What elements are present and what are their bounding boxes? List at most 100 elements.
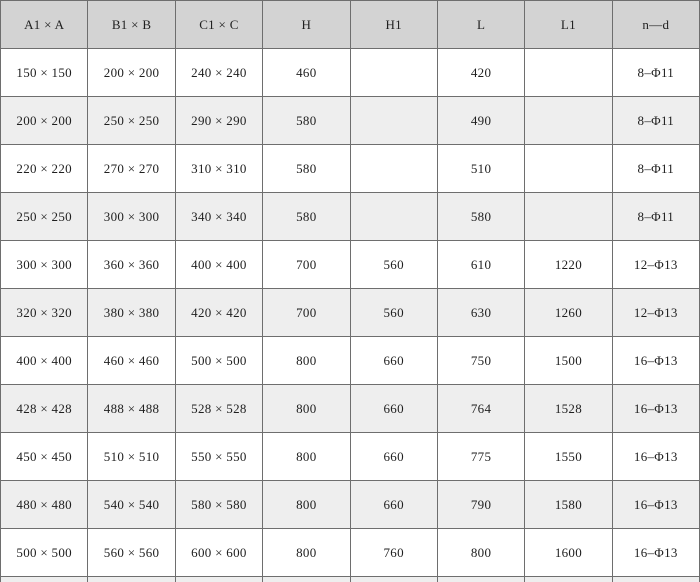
table-cell: 528 × 528 (174, 384, 264, 433)
table-row: 400 × 400 460 × 460 500 × 500 800 660 750 1500… (0, 336, 700, 385)
table-cell: 580 × 580 (174, 480, 264, 529)
table-cell: 400 × 400 (0, 336, 89, 385)
table-cell: 660 (349, 384, 438, 433)
table-cell: 220 × 220 (0, 144, 89, 193)
table-cell: 460 (262, 48, 351, 97)
table-cell: 1500 (524, 336, 613, 385)
table-cell: 490 (436, 96, 526, 145)
table-cell (349, 96, 438, 145)
table-cell: 380 × 380 (87, 288, 176, 337)
table-row: 200 × 200 250 × 250 290 × 290 580 490 8–Φ11 (0, 96, 700, 145)
table-cell: 800 (262, 528, 351, 577)
table-cell: 16–Φ13 (611, 336, 700, 385)
table-cell: 250 × 250 (87, 96, 176, 145)
table-cell: 1220 (524, 240, 613, 289)
column-header: L1 (524, 0, 613, 49)
column-header: L (436, 0, 526, 49)
table-cell: 764 (436, 384, 526, 433)
table-cell: 8–Φ11 (611, 192, 700, 241)
table-cell: 8–Φ11 (611, 96, 700, 145)
table-cell: 428 × 428 (0, 384, 89, 433)
table-cell (524, 192, 613, 241)
table-cell (349, 144, 438, 193)
table-cell: 1528 (524, 384, 613, 433)
table-cell: 610 (436, 240, 526, 289)
table-cell: 300 × 300 (87, 192, 176, 241)
table-cell: 600 × 600 (174, 528, 264, 577)
table-cell: 16–Φ13 (611, 528, 700, 577)
table-cell: 660 (349, 480, 438, 529)
table-cell: 800 (436, 528, 526, 577)
table-cell: 12–Φ13 (611, 240, 700, 289)
table-cell: 480 × 480 (0, 480, 89, 529)
table-cell: 250 × 250 (0, 192, 89, 241)
table-cell: 290 × 290 (174, 96, 264, 145)
column-header: C1 × C (174, 0, 264, 49)
table-cell: 1580 (524, 480, 613, 529)
table-cell: 310 × 310 (174, 144, 264, 193)
table-cell: 580 (262, 192, 351, 241)
table-cell: 500 × 500 (0, 528, 89, 577)
table-cell (87, 576, 176, 582)
table-cell: 488 × 488 (87, 384, 176, 433)
table-cell (349, 576, 438, 582)
column-header: H1 (349, 0, 438, 49)
table-cell: 240 × 240 (174, 48, 264, 97)
table-cell: 270 × 270 (87, 144, 176, 193)
table-cell (524, 144, 613, 193)
table-row: 320 × 320 380 × 380 420 × 420 700 560 630 1260… (0, 288, 700, 337)
column-header: n—d (611, 0, 700, 49)
column-header: A1 × A (0, 0, 89, 49)
table-cell: 540 × 540 (87, 480, 176, 529)
table-cell (524, 576, 613, 582)
table-cell: 660 (349, 336, 438, 385)
table-cell (174, 576, 264, 582)
table-cell (524, 48, 613, 97)
table-cell: 200 × 200 (87, 48, 176, 97)
table-cell: 200 × 200 (0, 96, 89, 145)
table-cell (611, 576, 700, 582)
table-cell: 790 (436, 480, 526, 529)
table-cell: 320 × 320 (0, 288, 89, 337)
table-cell: 560 (349, 240, 438, 289)
table-row: 450 × 450 510 × 510 550 × 550 800 660 775 1550… (0, 432, 700, 481)
table-cell (262, 576, 351, 582)
table-cell (436, 576, 526, 582)
table-cell: 800 (262, 480, 351, 529)
table-cell: 340 × 340 (174, 192, 264, 241)
table-cell: 1550 (524, 432, 613, 481)
table-cell: 700 (262, 288, 351, 337)
table-cell: 510 (436, 144, 526, 193)
table-cell: 300 × 300 (0, 240, 89, 289)
table-cell: 510 × 510 (87, 432, 176, 481)
table-cell: 8–Φ11 (611, 144, 700, 193)
table-row: 300 × 300 360 × 360 400 × 400 700 560 610 1220… (0, 240, 700, 289)
table-cell: 360 × 360 (87, 240, 176, 289)
table-cell: 580 (436, 192, 526, 241)
table-cell: 775 (436, 432, 526, 481)
table-cell: 16–Φ13 (611, 384, 700, 433)
table-cell (524, 96, 613, 145)
table-cell (349, 48, 438, 97)
table-cell (0, 576, 89, 582)
table-cell: 150 × 150 (0, 48, 89, 97)
table-cell: 450 × 450 (0, 432, 89, 481)
table-body: 150 × 150 200 × 200 240 × 240 460 420 8–Φ11 20… (0, 48, 700, 582)
table-cell: 660 (349, 432, 438, 481)
table-cell: 12–Φ13 (611, 288, 700, 337)
table-cell: 420 (436, 48, 526, 97)
table-row: 250 × 250 300 × 300 340 × 340 580 580 8–Φ11 (0, 192, 700, 241)
table-row: 480 × 480 540 × 540 580 × 580 800 660 790 1580… (0, 480, 700, 529)
table-cell: 750 (436, 336, 526, 385)
table-cell: 700 (262, 240, 351, 289)
table-cell: 1260 (524, 288, 613, 337)
table-cell: 800 (262, 336, 351, 385)
table-cell: 16–Φ13 (611, 480, 700, 529)
table-cell: 16–Φ13 (611, 432, 700, 481)
table-row: 500 × 500 560 × 560 600 × 600 800 760 800 1600… (0, 528, 700, 577)
header-row: A1 × A B1 × B C1 × C H H1 L L1 n—d (0, 0, 700, 49)
table-cell: 760 (349, 528, 438, 577)
table-cell: 800 (262, 432, 351, 481)
